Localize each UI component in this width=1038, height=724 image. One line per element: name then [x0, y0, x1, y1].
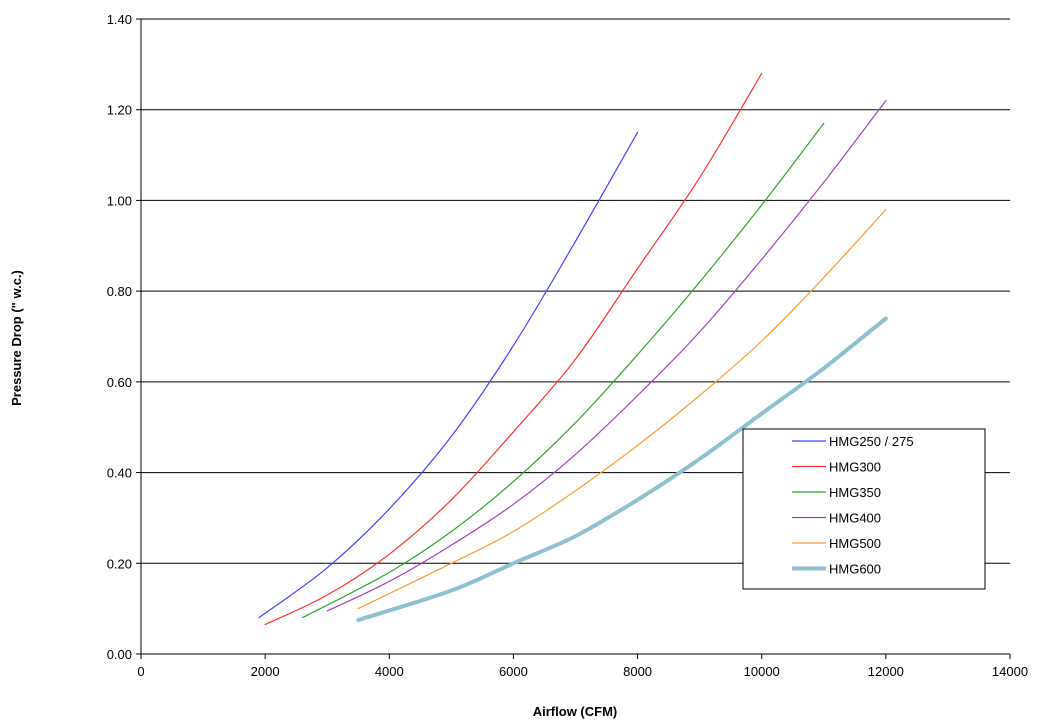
x-tick-label: 14000: [992, 664, 1028, 679]
x-tick-label: 8000: [623, 664, 652, 679]
series-lines: [258, 72, 888, 626]
x-tick-label: 0: [137, 664, 144, 679]
x-tick-label: 10000: [744, 664, 780, 679]
y-tick-label: 0.60: [107, 375, 132, 390]
x-tick-label: 6000: [499, 664, 528, 679]
legend-label-hmg400: HMG400: [829, 511, 881, 526]
legend-label-hmg300: HMG300: [829, 460, 881, 475]
x-tick-label: 4000: [375, 664, 404, 679]
series-line-hmg350: [301, 122, 825, 619]
y-tick-label: 0.80: [107, 284, 132, 299]
y-tick-label: 0.40: [107, 466, 132, 481]
legend-items: HMG250 / 275 HMG300 HMG350 HMG400 HMG500 HMG6…: [792, 434, 914, 577]
x-tick-label: 2000: [251, 664, 280, 679]
y-tick-label: 1.40: [107, 12, 132, 27]
y-axis-title: Pressure Drop (" w.c.): [9, 270, 24, 406]
series-line-hmg300: [264, 72, 763, 626]
series-line-hmg600: [356, 316, 888, 622]
legend-label-hmg350: HMG350: [829, 485, 881, 500]
series-line-hmg400: [326, 100, 887, 612]
legend-label-hmg500: HMG500: [829, 536, 881, 551]
legend-label-hmg600: HMG600: [829, 562, 881, 577]
legend-box: [742, 428, 986, 590]
series-line-hmg250-275: [258, 131, 639, 619]
axes: [136, 18, 1011, 659]
legend-label-hmg250-275: HMG250 / 275: [829, 434, 914, 449]
x-tick-label: 12000: [868, 664, 904, 679]
gridlines: [141, 18, 1010, 564]
y-tick-label: 0.20: [107, 556, 132, 571]
y-tick-label: 1.00: [107, 193, 132, 208]
y-tick-label: 0.00: [107, 647, 132, 662]
series-line-hmg500: [357, 208, 887, 610]
y-tick-label: 1.20: [107, 103, 132, 118]
legend: HMG250 / 275 HMG300 HMG350 HMG400 HMG500 HMG6…: [742, 428, 986, 590]
x-axis-title: Airflow (CFM): [533, 704, 617, 719]
tick-labels: 0.00 0.20 0.40 0.60 0.80 1.00 1.20 1.40 0 2000 400…: [107, 12, 1028, 679]
